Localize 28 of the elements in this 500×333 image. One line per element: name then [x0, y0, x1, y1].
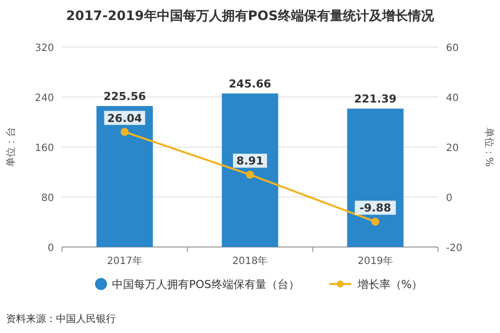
data-label: 225.56 — [103, 90, 146, 104]
data-label: -9.88 — [359, 202, 392, 215]
y-axis-title: 单位：台 — [5, 127, 17, 167]
x-tick-label: 2019年 — [358, 255, 394, 267]
y-tick-label: 80 — [41, 193, 54, 204]
y2-tick-label: 20 — [446, 143, 459, 154]
data-label: 245.66 — [228, 77, 272, 90]
y-tick-label: 0 — [48, 243, 54, 254]
x-tick-label: 2017年 — [106, 255, 142, 267]
y-tick-label: 240 — [34, 93, 54, 104]
y2-tick-label: 0 — [446, 193, 452, 204]
y2-tick-label: 40 — [446, 93, 459, 104]
legend-label: 中国每万人拥有POS终端保有量（台） — [112, 278, 300, 291]
x-tick-label: 2018年 — [232, 255, 268, 267]
point — [246, 170, 254, 179]
point — [120, 128, 129, 136]
text: 资料来源：中国人民银行 — [6, 313, 116, 325]
y2-tick-label: -20 — [446, 243, 462, 254]
y2-axis-title: 单位：% — [483, 127, 495, 167]
data-label: 8.91 — [236, 154, 264, 168]
data-label: 221.39 — [354, 92, 397, 106]
data-label: 26.04 — [107, 112, 142, 125]
legend-label: 增长率（%） — [356, 278, 423, 291]
chart-title: 2017-2019年中国每万人拥有POS终端保有量统计及增长情况 — [66, 8, 435, 24]
y-tick-label: 160 — [34, 143, 54, 154]
point — [371, 218, 380, 226]
y2-tick-label: 60 — [446, 43, 459, 54]
y-tick-label: 320 — [34, 43, 54, 54]
